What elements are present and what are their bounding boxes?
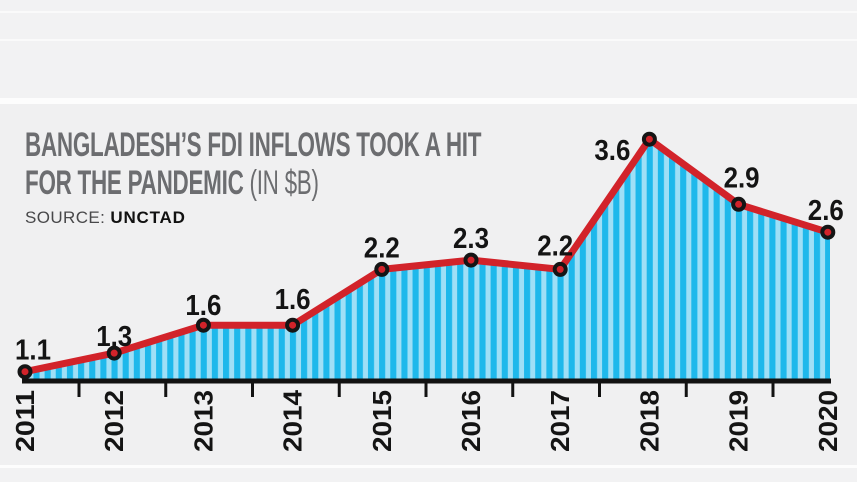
data-point-marker [463, 252, 479, 268]
value-label: 3.6 [594, 135, 630, 167]
data-point-marker [17, 364, 33, 380]
year-label: 2011 [10, 390, 40, 452]
year-label: 2015 [367, 390, 397, 452]
data-point-marker [106, 345, 122, 361]
chart-unit-label: (IN $B) [249, 164, 319, 202]
year-label: 2014 [278, 389, 308, 452]
year-label: 2018 [634, 390, 664, 452]
value-label: 2.2 [364, 232, 400, 264]
chart-title-line2: FOR THE PANDEMIC [25, 164, 244, 202]
top-separator-line-2 [0, 39, 857, 41]
trend-line [21, 135, 832, 376]
value-label: 1.3 [96, 321, 132, 353]
year-label: 2013 [188, 390, 218, 452]
data-point-marker [820, 224, 836, 240]
chart-title-line1: BANGLADESH’S FDI INFLOWS TOOK A HIT [25, 126, 482, 164]
data-point-marker [285, 317, 301, 333]
year-label: 2019 [724, 390, 754, 452]
data-point-marker [552, 261, 568, 277]
panel-top-gap [0, 98, 857, 104]
value-label: 1.6 [185, 290, 221, 322]
data-point-marker [641, 131, 657, 147]
data-point-marker [374, 261, 390, 277]
value-label: 2.3 [453, 223, 489, 255]
data-point-marker [731, 196, 747, 212]
source-line: SOURCE: UNCTAD [25, 208, 186, 228]
year-label: 2012 [99, 390, 129, 452]
year-label: 2020 [813, 390, 843, 452]
year-label: 2017 [545, 390, 575, 452]
top-separator-line [0, 11, 857, 13]
value-label: 2.2 [537, 230, 573, 262]
source-label: SOURCE: [25, 208, 106, 227]
value-label: 1.1 [15, 335, 51, 367]
x-axis [22, 378, 831, 384]
value-label: 2.9 [724, 162, 760, 194]
panel-bottom-gap [0, 465, 857, 468]
area-fill [25, 139, 830, 381]
year-label: 2016 [456, 390, 486, 452]
value-label: 1.6 [275, 284, 311, 316]
chart-title: BANGLADESH’S FDI INFLOWS TOOK A HIT FOR T… [25, 126, 481, 202]
data-point-marker [195, 317, 211, 333]
value-label: 2.6 [808, 195, 844, 227]
source-value: UNCTAD [110, 208, 186, 227]
